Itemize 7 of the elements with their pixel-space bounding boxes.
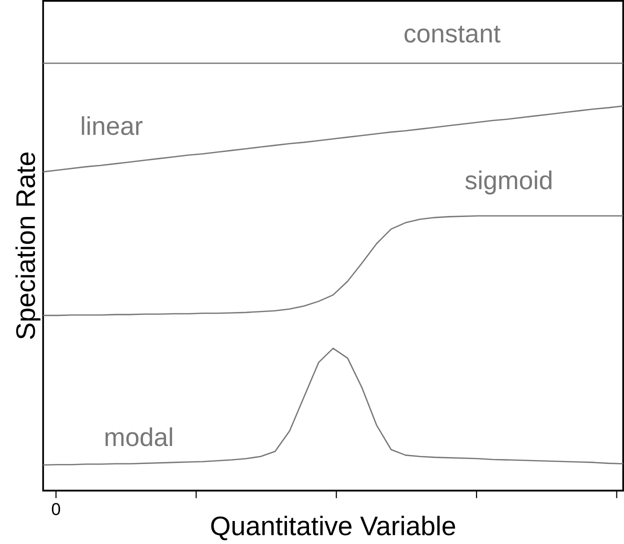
- y-axis-title: Speciation Rate: [15, 152, 40, 340]
- x-axis-title: Quantitative Variable: [211, 516, 456, 540]
- series-label: sigmoid: [465, 170, 552, 195]
- text: 0: [52, 503, 60, 516]
- series-label: linear: [82, 116, 143, 136]
- series-label: modal: [106, 427, 172, 446]
- series-label: constant: [404, 26, 500, 43]
